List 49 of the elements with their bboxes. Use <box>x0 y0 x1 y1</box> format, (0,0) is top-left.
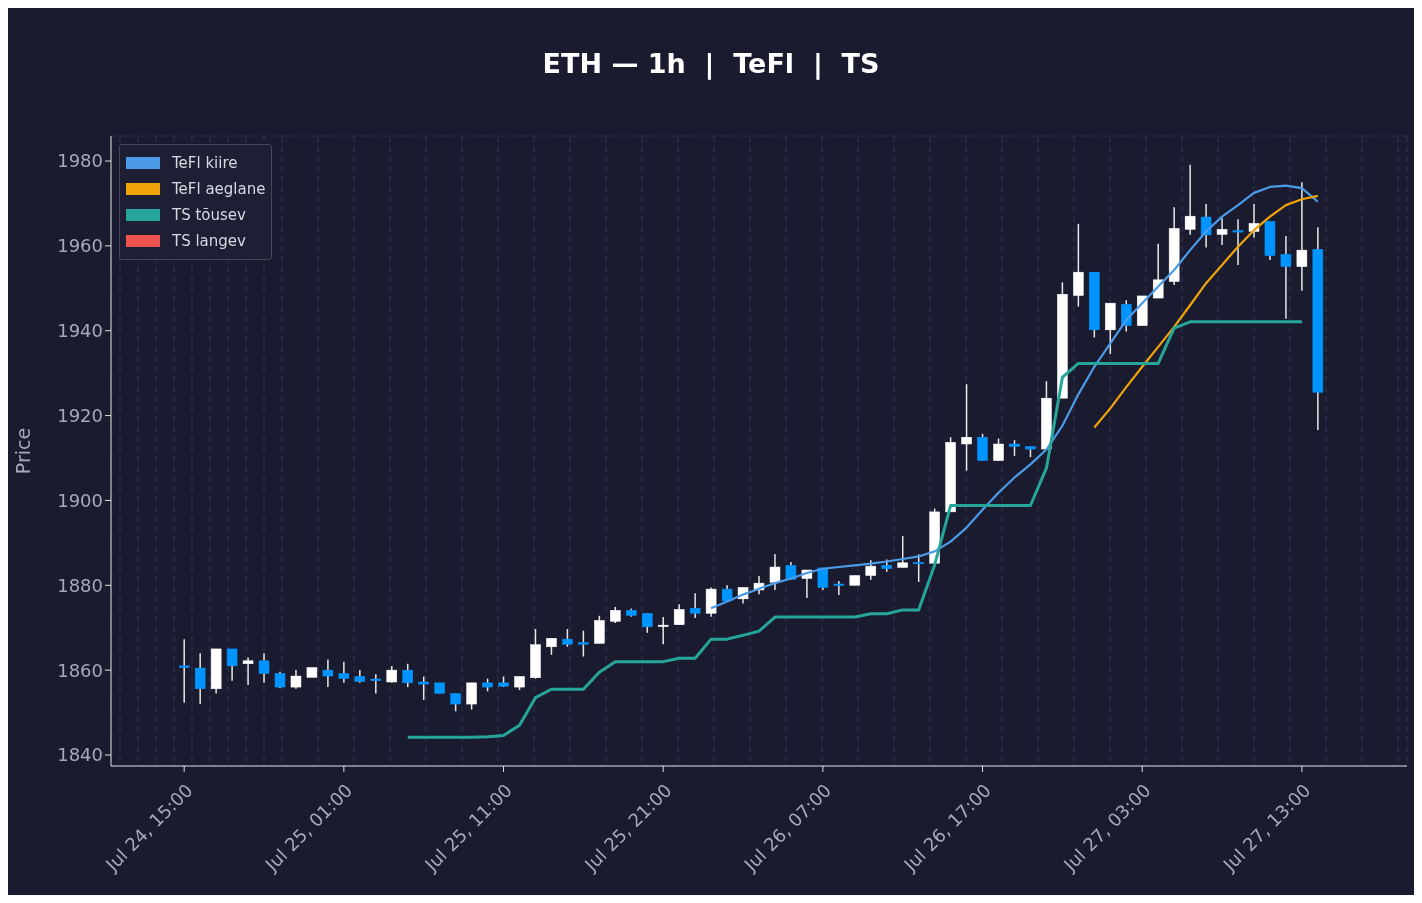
y-tick-label: 1900 <box>57 489 103 511</box>
candlestick <box>1184 164 1196 236</box>
candlestick <box>865 559 877 581</box>
legend-label: TS tõusev <box>172 206 246 224</box>
candlestick <box>242 656 254 686</box>
candlestick <box>769 553 781 591</box>
candlestick <box>258 652 270 684</box>
candlestick <box>673 603 685 626</box>
candlestick <box>657 616 669 645</box>
line-series <box>1093 194 1319 429</box>
candlestick <box>993 437 1004 462</box>
y-tick-label: 1880 <box>57 574 103 596</box>
candlestick <box>689 592 701 619</box>
candlestick <box>594 615 605 645</box>
y-tick-label: 1980 <box>57 150 103 172</box>
y-tick-label: 1960 <box>57 235 103 257</box>
candlestick <box>370 673 382 695</box>
candlestick <box>1296 181 1308 292</box>
candlestick <box>1073 223 1084 308</box>
y-tick-label: 1860 <box>57 659 103 681</box>
candlestick <box>226 648 238 682</box>
candlestick <box>833 580 845 596</box>
candlestick <box>1280 235 1292 320</box>
candlestick <box>1232 218 1244 266</box>
candlestick <box>290 669 302 690</box>
y-tick-label: 1920 <box>57 404 103 426</box>
candlestick <box>642 612 653 634</box>
chart-title: ETH — 1h | TeFl | TS <box>541 48 881 79</box>
candlestick <box>194 652 206 705</box>
candlestick <box>466 682 477 711</box>
candlestick <box>402 663 413 688</box>
y-tick-label: 1940 <box>57 320 103 342</box>
y-axis-title: Price <box>11 427 34 475</box>
candlestick <box>178 638 190 704</box>
candlestick <box>817 567 829 591</box>
candlestick <box>338 660 350 684</box>
legend-label: TS langev <box>172 232 246 250</box>
candlestick <box>1216 217 1228 246</box>
candlestick <box>322 658 334 688</box>
legend-label: TeFl aeglane <box>172 180 266 198</box>
candlestick <box>897 535 908 569</box>
candlestick <box>961 383 972 472</box>
candlestick <box>418 675 429 701</box>
line-series <box>406 320 1304 739</box>
candlestick <box>578 629 589 658</box>
candlestick <box>977 433 988 462</box>
legend-label: TeFl kiire <box>172 154 238 172</box>
y-tick-label: 1840 <box>57 744 103 766</box>
candlestick <box>913 553 924 583</box>
